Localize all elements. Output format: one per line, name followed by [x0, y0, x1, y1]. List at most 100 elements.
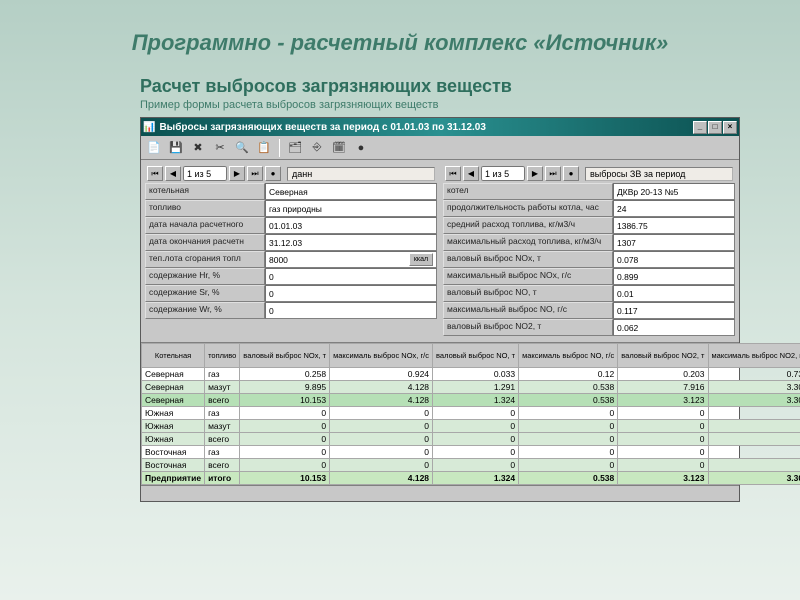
nav-next-button[interactable]: ▶	[527, 166, 543, 181]
table-cell[interactable]: всего	[205, 459, 240, 472]
table-cell[interactable]: газ	[205, 446, 240, 459]
toolbar-button-7[interactable]: 🗂	[286, 139, 304, 157]
table-row[interactable]: Севернаямазут9.8954.1281.2910.5387.9163.…	[142, 381, 800, 394]
table-cell[interactable]: 4.128	[330, 394, 433, 407]
toolbar-button-2[interactable]: ✖	[189, 139, 207, 157]
nav-record-input[interactable]	[183, 166, 227, 181]
table-cell[interactable]: 0	[330, 433, 433, 446]
column-header[interactable]: валовый выброс NO, т	[433, 344, 519, 368]
table-cell[interactable]: 0	[519, 433, 618, 446]
nav-action-button[interactable]: ●	[265, 166, 281, 181]
column-header[interactable]: Котельная	[142, 344, 205, 368]
table-cell[interactable]: газ	[205, 368, 240, 381]
table-cell[interactable]: 10.153	[240, 394, 330, 407]
table-cell[interactable]: 0	[618, 433, 708, 446]
field-value[interactable]: 24	[613, 200, 735, 217]
nav-prev-button[interactable]: ◀	[165, 166, 181, 181]
field-value[interactable]: Северная	[265, 183, 437, 200]
table-cell[interactable]: 0	[708, 407, 800, 420]
table-cell[interactable]: 0	[330, 407, 433, 420]
table-cell[interactable]: 10.153	[240, 472, 330, 485]
table-cell[interactable]: 1.324	[433, 394, 519, 407]
unit-dropdown[interactable]: ккал	[409, 253, 433, 266]
close-button[interactable]: ×	[723, 121, 737, 134]
table-row[interactable]: Предприятиеитого10.1534.1281.3240.5383.1…	[142, 472, 800, 485]
table-row[interactable]: Южнаягаз0000000	[142, 407, 800, 420]
table-cell[interactable]: Предприятие	[142, 472, 205, 485]
table-row[interactable]: Севернаягаз0.2580.9240.0330.120.2030.739…	[142, 368, 800, 381]
column-header[interactable]: максималь выброс NO, г/с	[519, 344, 618, 368]
field-value[interactable]: 0.01	[613, 285, 735, 302]
table-cell[interactable]: 0	[618, 420, 708, 433]
table-cell[interactable]: Южная	[142, 433, 205, 446]
field-value[interactable]: 0	[265, 285, 437, 302]
table-cell[interactable]: 0	[519, 459, 618, 472]
nav-last-button[interactable]: ⏭	[545, 166, 561, 181]
table-cell[interactable]: 0	[330, 459, 433, 472]
table-cell[interactable]: 0.203	[618, 368, 708, 381]
toolbar-button-1[interactable]: 💾	[167, 139, 185, 157]
table-cell[interactable]: 0	[519, 446, 618, 459]
nav-prev-button[interactable]: ◀	[463, 166, 479, 181]
field-value[interactable]: ДКВр 20-13 №5	[613, 183, 735, 200]
table-cell[interactable]: 4.128	[330, 472, 433, 485]
table-cell[interactable]: 0	[708, 433, 800, 446]
field-value[interactable]: 0.078	[613, 251, 735, 268]
table-cell[interactable]: 0	[240, 433, 330, 446]
table-cell[interactable]: 1.291	[433, 381, 519, 394]
table-cell[interactable]: 0	[618, 459, 708, 472]
table-cell[interactable]: 0	[618, 446, 708, 459]
table-cell[interactable]: 1.324	[433, 472, 519, 485]
table-cell[interactable]: мазут	[205, 381, 240, 394]
nav-record-input[interactable]	[481, 166, 525, 181]
table-cell[interactable]: Северная	[142, 368, 205, 381]
table-cell[interactable]: мазут	[205, 420, 240, 433]
minimize-button[interactable]: _	[693, 121, 707, 134]
table-row[interactable]: Восточнаягаз0000000	[142, 446, 800, 459]
results-grid[interactable]: Котельнаятопливоваловый выброс NOx, тмак…	[141, 343, 739, 485]
table-cell[interactable]: 0	[433, 407, 519, 420]
table-cell[interactable]: 0	[708, 459, 800, 472]
table-cell[interactable]: Северная	[142, 394, 205, 407]
table-cell[interactable]: 0	[433, 459, 519, 472]
table-cell[interactable]: 0	[433, 420, 519, 433]
table-cell[interactable]: 0	[240, 446, 330, 459]
table-cell[interactable]: 0.538	[519, 394, 618, 407]
table-cell[interactable]: 0	[519, 407, 618, 420]
table-cell[interactable]: 0.258	[240, 368, 330, 381]
field-value[interactable]: 0.899	[613, 268, 735, 285]
table-cell[interactable]: всего	[205, 394, 240, 407]
table-cell[interactable]: 3.302	[708, 381, 800, 394]
table-row[interactable]: Севернаявсего10.1534.1281.3240.5383.1233…	[142, 394, 800, 407]
table-cell[interactable]: итого	[205, 472, 240, 485]
field-value[interactable]: газ природны	[265, 200, 437, 217]
table-cell[interactable]: 0	[330, 446, 433, 459]
table-cell[interactable]: 0.538	[519, 472, 618, 485]
field-value[interactable]: 0	[265, 268, 437, 285]
table-cell[interactable]: 0	[240, 407, 330, 420]
column-header[interactable]: максималь выброс NOx, г/с	[330, 344, 433, 368]
table-cell[interactable]: 0	[240, 459, 330, 472]
table-cell[interactable]: 0.739	[708, 368, 800, 381]
toolbar-button-4[interactable]: 🔍	[233, 139, 251, 157]
nav-next-button[interactable]: ▶	[229, 166, 245, 181]
table-cell[interactable]: газ	[205, 407, 240, 420]
table-cell[interactable]: 0	[433, 446, 519, 459]
maximize-button[interactable]: □	[708, 121, 722, 134]
table-cell[interactable]: 3.302	[708, 472, 800, 485]
table-cell[interactable]: 4.128	[330, 381, 433, 394]
table-cell[interactable]: Южная	[142, 420, 205, 433]
toolbar-button-0[interactable]: 📄	[145, 139, 163, 157]
nav-first-button[interactable]: ⏮	[147, 166, 163, 181]
table-cell[interactable]: 0	[708, 420, 800, 433]
table-cell[interactable]: Южная	[142, 407, 205, 420]
table-cell[interactable]: всего	[205, 433, 240, 446]
titlebar[interactable]: 📊 Выбросы загрязняющих веществ за период…	[141, 118, 739, 136]
table-row[interactable]: Южнаямазут0000000	[142, 420, 800, 433]
table-cell[interactable]: Восточная	[142, 446, 205, 459]
column-header[interactable]: валовый выброс NO2, т	[618, 344, 708, 368]
table-cell[interactable]: 0	[433, 433, 519, 446]
field-value[interactable]: 0.117	[613, 302, 735, 319]
nav-first-button[interactable]: ⏮	[445, 166, 461, 181]
field-value[interactable]: 31.12.03	[265, 234, 437, 251]
